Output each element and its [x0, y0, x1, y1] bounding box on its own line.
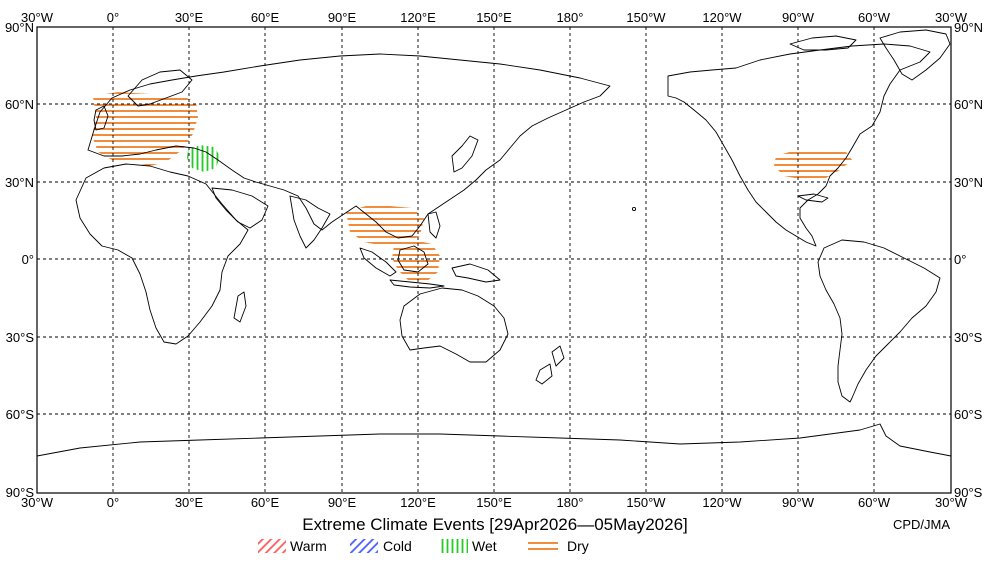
event-eastern-us-dry [774, 148, 852, 180]
landmass-new-guinea [451, 263, 501, 283]
legend-label-dry: Dry [567, 538, 589, 554]
landmass-philippines [427, 211, 441, 239]
lon-label: 120°W [702, 495, 742, 510]
lat-label: 60°S [954, 407, 983, 422]
event-borneo-sulawesi-dry [392, 240, 440, 282]
map-title: Extreme Climate Events [29Apr2026—05May2… [302, 515, 688, 534]
lon-label: 0° [107, 495, 119, 510]
legend-label-wet: Wet [472, 538, 497, 554]
landmass-british-isles [93, 105, 109, 131]
lon-label: 150°E [476, 495, 512, 510]
event-europe-dry [92, 92, 198, 166]
lon-label: 30°E [175, 495, 204, 510]
lon-label: 150°E [476, 10, 512, 25]
landmass-india [289, 195, 331, 249]
landmass-madagascar [233, 291, 247, 323]
lon-label: 60°E [251, 495, 280, 510]
lat-label: 90°N [5, 20, 34, 35]
landmass-africa [75, 163, 249, 345]
map-credit: CPD/JMA [893, 517, 950, 532]
lon-label: 60°W [858, 495, 891, 510]
legend-label-cold: Cold [383, 538, 412, 554]
landmass-sumatra [359, 247, 397, 277]
lon-label: 30°W [21, 10, 54, 25]
lon-label: 30°W [21, 495, 54, 510]
lon-label: 60°W [858, 10, 891, 25]
landmass-eurasia [87, 53, 611, 239]
lat-label: 30°N [5, 175, 34, 190]
landmass-borneo [397, 245, 429, 273]
landmass-java [389, 279, 445, 289]
lon-label: 90°W [782, 10, 815, 25]
lat-label: 60°S [6, 407, 35, 422]
lon-label: 90°E [328, 10, 357, 25]
legend-item-warm: Warm [258, 538, 327, 554]
lon-label: 90°W [782, 495, 815, 510]
lon-label: 30°W [935, 495, 968, 510]
event-indochina-dry [346, 206, 424, 246]
lat-label: 60°N [954, 97, 983, 112]
lon-label: 60°E [251, 10, 280, 25]
legend-swatch-cold [350, 539, 378, 553]
lon-label: 180° [557, 10, 584, 25]
lat-label: 60°N [5, 97, 34, 112]
event-black-sea-wet [187, 145, 220, 172]
lat-label: 30°S [6, 330, 35, 345]
lat-label: 90°N [954, 20, 983, 35]
legend-label-warm: Warm [290, 538, 327, 554]
lat-labels-right: 90°N 60°N 30°N 0° 30°S 60°S 90°S [954, 20, 983, 500]
landmass-australia [399, 287, 509, 363]
legend-item-wet: Wet [440, 538, 497, 554]
lon-label: 150°W [626, 495, 666, 510]
lon-label: 0° [107, 10, 119, 25]
lon-labels-bottom: 30°W 0° 30°E 60°E 90°E 120°E 150°E 180° … [21, 495, 968, 510]
legend: Warm Cold Wet Dry [258, 538, 589, 554]
event-areas [92, 92, 852, 282]
lon-label: 120°E [400, 10, 436, 25]
landmass-japan [451, 135, 479, 173]
landmass-new-zealand [535, 345, 565, 385]
landmass-north-america [667, 43, 931, 247]
landmass-south-america [817, 239, 941, 403]
landmass-hawaii [631, 206, 637, 212]
landmass-antarctica [37, 423, 951, 457]
legend-swatch-wet [440, 539, 468, 553]
lat-label: 30°N [954, 175, 983, 190]
legend-item-cold: Cold [350, 538, 412, 554]
lon-label: 150°W [626, 10, 666, 25]
lon-label: 30°E [175, 10, 204, 25]
coastlines [37, 29, 951, 457]
lat-label: 90°S [954, 485, 983, 500]
legend-swatch-warm [258, 539, 286, 553]
lon-label: 90°E [328, 495, 357, 510]
lat-label: 0° [954, 252, 966, 267]
landmass-arabia [211, 187, 269, 229]
lon-label: 120°W [702, 10, 742, 25]
legend-item-dry: Dry [528, 538, 589, 554]
lat-label: 30°S [954, 330, 983, 345]
landmass-greenland [879, 29, 951, 81]
lat-label: 90°S [6, 485, 35, 500]
lat-label: 0° [22, 252, 34, 267]
lon-labels-top: 30°W 0° 30°E 60°E 90°E 120°E 150°E 180° … [21, 10, 968, 25]
lon-label: 120°E [400, 495, 436, 510]
legend-swatch-dry [528, 539, 558, 553]
lon-label: 180° [557, 495, 584, 510]
lon-label: 30°W [935, 10, 968, 25]
landmass-scandinavia [127, 69, 193, 107]
graticule [37, 27, 951, 493]
landmass-cuba [797, 193, 829, 203]
landmass-arctic-islands [789, 35, 857, 51]
lat-labels-left: 90°N 60°N 30°N 0° 30°S 60°S 90°S [5, 20, 34, 500]
